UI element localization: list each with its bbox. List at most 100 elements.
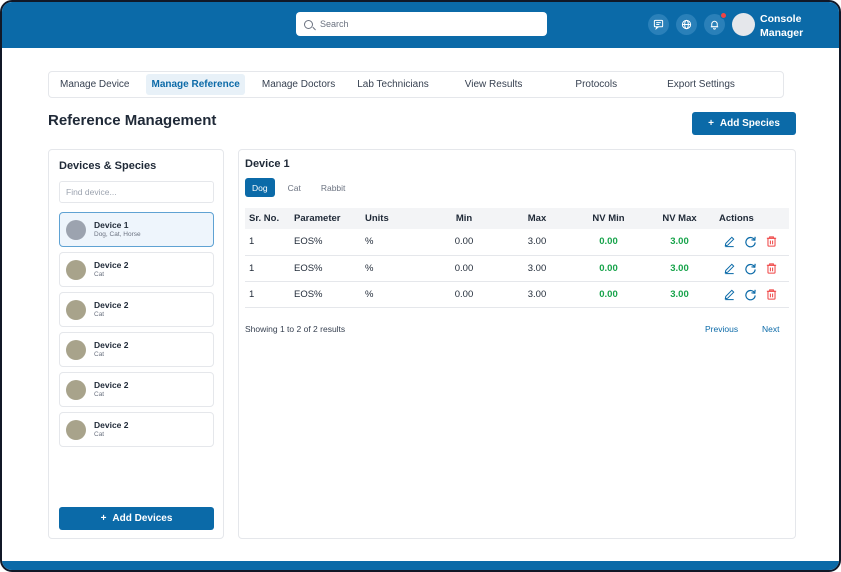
column-header: Min <box>455 213 473 224</box>
cell-sr: 1 <box>249 236 255 248</box>
cell-parameter: EOS% <box>294 236 323 248</box>
column-header: Units <box>365 213 389 224</box>
device-avatar <box>66 339 86 360</box>
device-name: Device 2 <box>94 260 129 270</box>
cell-max: 3.00 <box>527 236 547 248</box>
globe-icon <box>681 19 692 30</box>
species-tab-rabbit[interactable]: Rabbit <box>320 182 346 193</box>
pencil-icon[interactable] <box>723 262 736 275</box>
next-page-link[interactable]: Next <box>762 324 780 334</box>
cell-nv-min: 0.00 <box>599 288 618 300</box>
device-card-3[interactable]: Device 2 Cat <box>59 292 214 327</box>
trash-icon[interactable] <box>765 235 778 248</box>
pagination-summary: Showing 1 to 2 of 2 results <box>245 324 346 334</box>
add-species-label: Add Species <box>719 118 780 129</box>
device-avatar <box>66 299 86 320</box>
chat-icon <box>653 19 664 30</box>
cell-nv-min: 0.00 <box>599 236 618 248</box>
device-name: Device 1 <box>94 220 129 230</box>
main-nav-tabs: Manage Device Manage Reference Manage Do… <box>48 71 784 98</box>
notifications-button[interactable] <box>704 12 727 35</box>
top-bar: Console Manager <box>2 2 839 48</box>
refresh-icon[interactable] <box>744 262 757 275</box>
globe-button[interactable] <box>676 14 697 35</box>
search-box[interactable] <box>296 12 547 36</box>
device-name: Device 2 <box>94 300 129 310</box>
tab-export-settings[interactable]: Export Settings <box>667 79 735 90</box>
search-input[interactable] <box>320 19 520 29</box>
table-row: 1 EOS% % 0.00 3.00 0.00 3.00 <box>245 255 789 281</box>
add-species-button[interactable]: + Add Species <box>692 112 796 135</box>
page-title: Reference Management <box>48 112 217 129</box>
column-header: NV Max <box>662 213 697 224</box>
reference-table: Sr. No. Parameter Units Min Max NV Min N… <box>245 208 789 308</box>
tab-manage-doctors[interactable]: Manage Doctors <box>261 79 336 90</box>
cell-min: 0.00 <box>454 288 474 300</box>
add-devices-label: Add Devices <box>112 513 173 524</box>
device-avatar <box>66 219 86 240</box>
tab-manage-reference[interactable]: Manage Reference <box>146 74 245 95</box>
cell-units: % <box>365 262 374 274</box>
device-card-2[interactable]: Device 2 Cat <box>59 252 214 287</box>
plus-icon: + <box>708 118 714 129</box>
tab-view-results[interactable]: View Results <box>464 79 523 90</box>
column-header: NV Min <box>592 213 625 224</box>
add-devices-button[interactable]: + Add Devices <box>59 507 214 530</box>
device-avatar <box>66 419 86 440</box>
device-list: Device 1 Dog, Cat, Horse Device 2 Cat De… <box>59 212 214 452</box>
column-header: Max <box>527 213 547 224</box>
device-avatar <box>66 379 86 400</box>
cell-parameter: EOS% <box>294 288 323 300</box>
cell-sr: 1 <box>249 262 255 274</box>
device-card-5[interactable]: Device 2 Cat <box>59 372 214 407</box>
column-header: Actions <box>719 213 754 224</box>
species-tabs: Dog Cat Rabbit <box>245 178 352 197</box>
cell-units: % <box>365 236 374 248</box>
device-species: Cat <box>94 271 105 278</box>
reference-panel: Device 1 Dog Cat Rabbit Sr. No. Paramete… <box>238 149 796 539</box>
bell-icon <box>710 20 719 30</box>
search-icon <box>304 19 313 29</box>
user-avatar[interactable] <box>732 13 755 36</box>
table-row: 1 EOS% % 0.00 3.00 0.00 3.00 <box>245 229 789 255</box>
refresh-icon[interactable] <box>744 288 757 301</box>
species-tab-cat[interactable]: Cat <box>287 182 301 193</box>
device-card-6[interactable]: Device 2 Cat <box>59 412 214 447</box>
column-header: Parameter <box>294 213 341 224</box>
refresh-icon[interactable] <box>744 235 757 248</box>
device-species: Cat <box>94 311 105 318</box>
device-name: Device 2 <box>94 380 129 390</box>
user-name[interactable]: Console Manager <box>760 13 804 39</box>
tab-protocols[interactable]: Protocols <box>575 79 618 90</box>
cell-nv-min: 0.00 <box>599 262 618 274</box>
device-card-4[interactable]: Device 2 Cat <box>59 332 214 367</box>
device-title: Device 1 <box>245 158 290 170</box>
device-species: Cat <box>94 431 105 438</box>
plus-icon: + <box>100 513 107 524</box>
cell-actions <box>715 281 789 307</box>
bottom-bar <box>2 561 839 570</box>
cell-actions <box>715 255 789 281</box>
trash-icon[interactable] <box>765 288 778 301</box>
pencil-icon[interactable] <box>723 288 736 301</box>
trash-icon[interactable] <box>765 262 778 275</box>
cell-min: 0.00 <box>454 262 474 274</box>
pencil-icon[interactable] <box>723 235 736 248</box>
device-card-1[interactable]: Device 1 Dog, Cat, Horse <box>59 212 214 247</box>
chat-button[interactable] <box>648 14 669 35</box>
cell-max: 3.00 <box>527 288 547 300</box>
device-name: Device 2 <box>94 340 129 350</box>
table-header-row: Sr. No. Parameter Units Min Max NV Min N… <box>245 208 789 229</box>
table-row: 1 EOS% % 0.00 3.00 0.00 3.00 <box>245 281 789 307</box>
cell-actions <box>715 229 789 255</box>
notification-badge <box>720 12 727 19</box>
cell-sr: 1 <box>249 288 255 300</box>
tab-manage-device[interactable]: Manage Device <box>60 79 130 90</box>
tab-lab-technicians[interactable]: Lab Technicians <box>357 79 429 90</box>
find-device-input[interactable] <box>59 181 214 203</box>
species-tab-dog[interactable]: Dog <box>245 178 275 197</box>
device-species: Dog, Cat, Horse <box>94 231 141 238</box>
device-avatar <box>66 259 86 280</box>
previous-page-link[interactable]: Previous <box>705 324 739 334</box>
